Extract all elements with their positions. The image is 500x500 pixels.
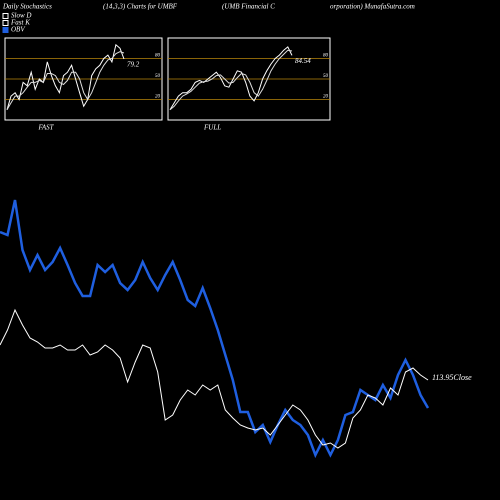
y-tick-label: 20 (155, 95, 161, 100)
legend-label: Fast K (10, 19, 30, 27)
legend-label: OBV (11, 26, 25, 34)
legend-label: Slow D (11, 12, 31, 20)
stoch-line (169, 49, 293, 111)
stoch-line (6, 43, 125, 110)
legend-swatch (2, 13, 9, 19)
legend-swatch (2, 20, 9, 26)
stoch-line (169, 46, 293, 111)
y-tick-label: 50 (155, 74, 161, 79)
obv-line (0, 199, 430, 459)
panel-label: FULL (203, 124, 221, 132)
value-label: 84.54 (295, 57, 311, 65)
y-tick-label: 80 (155, 54, 161, 59)
y-tick-label: 50 (323, 74, 329, 79)
stoch-line (6, 51, 125, 111)
y-tick-label: 80 (323, 54, 329, 59)
close-label: 113.95Close (432, 373, 472, 382)
params: (14,3,3) Charts for UMBF (103, 3, 178, 11)
company: orporation) MunafaSutra.com (330, 3, 415, 11)
price-line (0, 308, 429, 449)
y-tick-label: 20 (323, 95, 329, 100)
title: Daily Stochastics (2, 3, 52, 11)
value-label: 79.2 (127, 61, 140, 69)
company: (UMB Financial C (222, 3, 275, 11)
panel-label: FAST (38, 124, 55, 132)
legend-swatch (2, 27, 9, 33)
